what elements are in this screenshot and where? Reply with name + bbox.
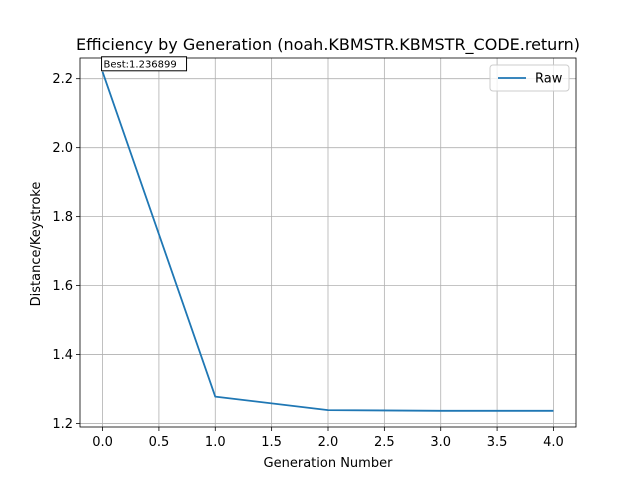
series-layer — [101, 71, 554, 412]
x-axis-ticks: 0.0 0.5 1.0 1.5 2.0 2.5 3.0 3.5 4.0 — [92, 427, 564, 450]
x-tick-label: 3.5 — [487, 435, 508, 450]
y-tick-label: 1.4 — [52, 348, 73, 363]
annotation-text: Best:1.236899 — [104, 59, 177, 70]
x-tick-label: 1.0 — [205, 435, 226, 450]
y-tick-label: 1.8 — [52, 210, 73, 225]
y-tick-label: 1.6 — [52, 279, 73, 294]
annotation-layer: Best:1.236899 — [101, 56, 188, 72]
legend: Raw — [489, 64, 570, 92]
y-tick-label: 2.2 — [52, 72, 73, 87]
y-axis-ticks: 1.2 1.4 1.6 1.8 2.0 2.2 — [52, 72, 80, 432]
x-tick-label: 1.5 — [261, 435, 282, 450]
y-tick-label: 2.0 — [52, 141, 73, 156]
x-tick-label: 3.0 — [430, 435, 451, 450]
x-tick-label: 4.0 — [543, 435, 564, 450]
legend-label: Raw — [535, 72, 563, 87]
x-tick-label: 0.0 — [92, 435, 113, 450]
legend-box — [489, 64, 570, 92]
x-tick-label: 2.5 — [374, 435, 395, 450]
y-tick-label: 1.2 — [52, 417, 73, 432]
x-axis-label: Generation Number — [264, 456, 394, 471]
chart-title: Efficiency by Generation (noah.KBMSTR.KB… — [76, 35, 580, 55]
grid — [80, 58, 576, 427]
x-tick-label: 2.0 — [318, 435, 339, 450]
y-axis-label: Distance/Keystroke — [29, 182, 44, 307]
series-line-raw — [101, 71, 554, 412]
annotation-box — [101, 56, 188, 72]
x-tick-label: 0.5 — [149, 435, 170, 450]
